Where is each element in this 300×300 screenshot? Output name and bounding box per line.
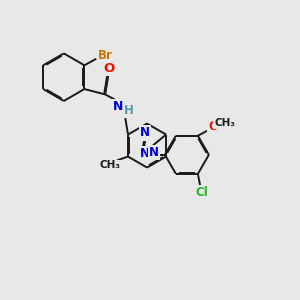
Text: CH₃: CH₃ — [100, 160, 121, 170]
Text: Br: Br — [98, 49, 112, 62]
Text: O: O — [103, 62, 114, 75]
Text: H: H — [124, 104, 134, 117]
Text: Cl: Cl — [195, 186, 208, 199]
Text: N: N — [140, 127, 150, 140]
Text: O: O — [208, 120, 218, 133]
Text: N: N — [149, 146, 159, 159]
Text: CH₃: CH₃ — [214, 118, 235, 128]
Text: N: N — [113, 100, 124, 113]
Text: N: N — [140, 147, 150, 160]
